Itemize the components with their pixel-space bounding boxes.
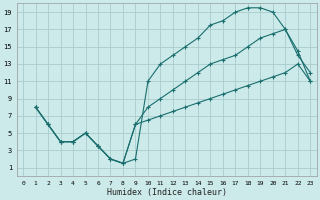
X-axis label: Humidex (Indice chaleur): Humidex (Indice chaleur)	[107, 188, 227, 197]
